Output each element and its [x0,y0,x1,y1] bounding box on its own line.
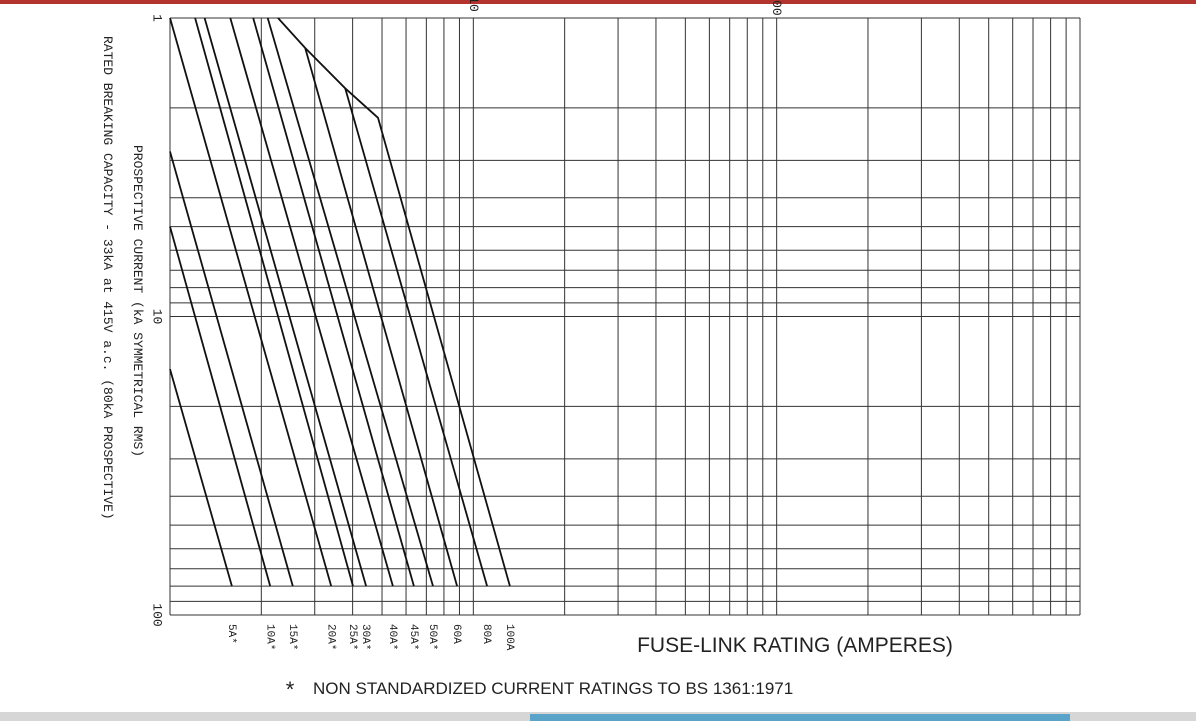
fuse-label: 40A* [386,624,398,650]
fuse-label: 80A [480,624,492,644]
y-axis-label: PROSPECTIVE CURRENT (kA SYMMETRICAL RMS) [130,145,145,457]
y-tick-label: 10 [150,309,165,325]
fuse-curve [266,17,434,587]
fuse-label: 5A* [225,624,237,644]
fuse-curve [169,368,233,587]
fuse-curve [304,47,458,587]
fuse-curve [169,17,333,587]
fuse-label: 15A* [286,624,298,650]
fuse-curve [169,151,294,587]
note-marker: * [286,677,295,702]
fuse-label: 50A* [426,624,438,650]
fuse-label: 20A* [324,624,336,650]
fuse-curve [344,88,488,587]
y-tick-label: 100 [150,603,165,626]
legend-title: FUSE-LINK RATING (AMPERES) [637,634,953,657]
fuse-label: 45A* [407,624,419,650]
fuse-curve [169,226,272,587]
fuse-curve [229,17,394,587]
x-tick-label: 100 [769,0,784,16]
fuse-label: 100A [503,624,515,651]
fuse-curve [277,17,511,587]
top-bar [0,0,1196,4]
fuse-curve [203,17,367,587]
y-tick-label: 1 [150,14,165,22]
y-axis-label-secondary: RATED BREAKING CAPACITY - 33kA at 415V a… [100,36,115,520]
bottom-highlight [530,714,1070,721]
fuse-curve [252,17,415,587]
fuse-label: 30A* [359,624,371,650]
fuse-label: 10A* [263,624,275,650]
fuse-label: 25A* [346,624,358,650]
x-tick-label: 10 [466,0,481,12]
fuse-label: 60A [450,624,462,644]
fuse-curve [194,17,354,587]
note: NON STANDARDIZED CURRENT RATINGS TO BS 1… [313,679,793,698]
